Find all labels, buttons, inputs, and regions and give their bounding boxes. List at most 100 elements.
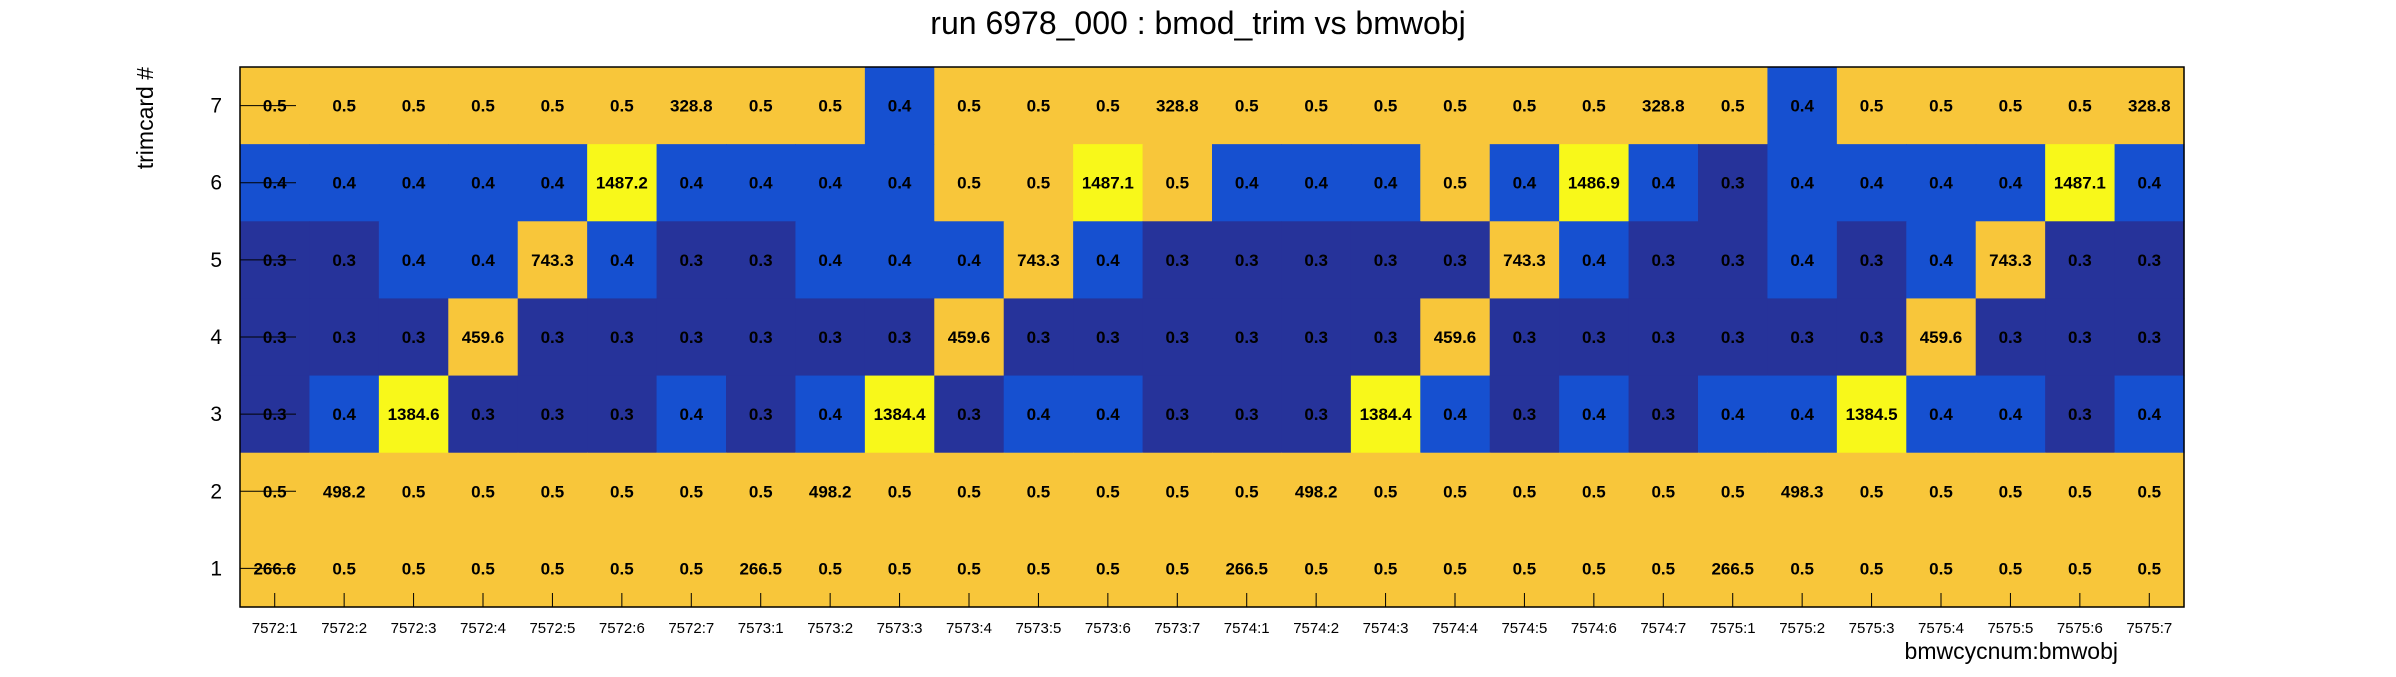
heatmap-cell <box>517 452 588 531</box>
heatmap-cell-label: 0.4 <box>1790 174 1814 193</box>
heatmap-cell-label: 0.5 <box>2068 97 2092 116</box>
heatmap-cell-label: 0.3 <box>1513 405 1537 424</box>
heatmap-cell-label: 0.3 <box>818 328 842 347</box>
x-tick-label: 7572:5 <box>529 620 575 637</box>
heatmap-cell <box>656 298 727 377</box>
heatmap-cell-label: 0.4 <box>818 405 842 424</box>
heatmap-cell <box>378 144 449 222</box>
x-tick-label: 7575:4 <box>1918 620 1964 637</box>
heatmap-cell <box>1559 144 1630 222</box>
heatmap-cell-label: 0.3 <box>749 251 773 270</box>
x-tick-label: 7575:1 <box>1710 620 1756 637</box>
heatmap-cell-label: 0.5 <box>818 559 842 578</box>
heatmap-cell <box>1281 221 1352 300</box>
heatmap-cell <box>795 221 866 300</box>
heatmap-cell <box>309 144 380 222</box>
heatmap-cell-label: 0.4 <box>610 251 634 270</box>
heatmap-cell-label: 459.6 <box>1434 328 1477 347</box>
heatmap-cell-label: 0.4 <box>1096 251 1120 270</box>
heatmap-cell <box>1975 375 2046 454</box>
x-tick-label: 7572:2 <box>321 620 367 637</box>
x-tick-label: 7572:6 <box>599 620 645 637</box>
heatmap-cell <box>1073 67 1144 145</box>
heatmap-cell <box>309 298 380 377</box>
heatmap-cell-label: 0.3 <box>1651 328 1675 347</box>
heatmap-cell <box>1281 452 1352 531</box>
heatmap-cells <box>240 67 2185 608</box>
heatmap-cell-label: 0.5 <box>2068 559 2092 578</box>
heatmap-cell-label: 743.3 <box>531 251 574 270</box>
heatmap-cell-label: 0.5 <box>541 482 565 501</box>
heatmap-cell <box>2045 221 2116 300</box>
heatmap-cell <box>448 221 519 300</box>
x-tick-label: 7573:3 <box>877 620 923 637</box>
heatmap-cell <box>1559 452 1630 531</box>
heatmap-cell-label: 0.5 <box>1999 482 2023 501</box>
heatmap-cell <box>1142 67 1213 145</box>
heatmap-cell-label: 498.2 <box>1295 482 1338 501</box>
heatmap-cell-label: 0.4 <box>749 174 773 193</box>
heatmap-cell <box>1975 452 2046 531</box>
heatmap-cell <box>864 452 935 531</box>
heatmap-cell-label: 0.5 <box>749 482 773 501</box>
heatmap-cell <box>1003 67 1074 145</box>
heatmap-cell <box>1281 67 1352 145</box>
heatmap-cell-label: 0.5 <box>1999 97 2023 116</box>
heatmap-cell-label: 0.3 <box>679 251 703 270</box>
heatmap-cell-label: 0.4 <box>888 97 912 116</box>
heatmap-cell-label: 0.5 <box>1027 174 1051 193</box>
heatmap-cell-label: 0.5 <box>1165 174 1189 193</box>
heatmap-cell-label: 0.4 <box>1443 405 1467 424</box>
heatmap-cell <box>795 375 866 454</box>
heatmap-cell-label: 0.5 <box>1027 97 1051 116</box>
heatmap-cell-label: 1487.2 <box>596 174 648 193</box>
heatmap-cell-label: 328.8 <box>1642 97 1685 116</box>
heatmap-cell-label: 0.3 <box>1443 251 1467 270</box>
heatmap-cell-label: 0.4 <box>957 251 981 270</box>
heatmap-cell-label: 0.4 <box>1929 251 1953 270</box>
heatmap-cell-label: 0.5 <box>957 174 981 193</box>
heatmap-cell <box>448 375 519 454</box>
heatmap-cell-label: 0.3 <box>2068 251 2092 270</box>
heatmap-cell <box>1350 298 1421 377</box>
x-tick-label: 7574:3 <box>1363 620 1409 637</box>
heatmap-cell <box>587 298 658 377</box>
heatmap-cell-label: 0.5 <box>1304 97 1328 116</box>
heatmap-cell <box>2045 298 2116 377</box>
heatmap-cell-label: 0.3 <box>1304 328 1328 347</box>
heatmap-cell <box>2114 144 2185 222</box>
heatmap-cell <box>2114 67 2185 145</box>
heatmap-cell-label: 0.4 <box>1929 174 1953 193</box>
heatmap-cell <box>1073 221 1144 300</box>
heatmap-cell-label: 0.4 <box>679 405 703 424</box>
heatmap-cell <box>1767 221 1838 300</box>
heatmap-cell <box>2114 298 2185 377</box>
x-tick-label: 7574:6 <box>1571 620 1617 637</box>
heatmap-cell <box>795 452 866 531</box>
y-tick-label: 1 <box>210 557 222 580</box>
heatmap-cell <box>1350 67 1421 145</box>
heatmap-cell <box>726 221 797 300</box>
heatmap-cell-label: 0.3 <box>1304 251 1328 270</box>
heatmap-cell-label: 0.4 <box>1860 174 1884 193</box>
heatmap-cell <box>934 144 1005 222</box>
heatmap-cell <box>726 375 797 454</box>
heatmap-cell <box>726 67 797 145</box>
heatmap-cell-label: 0.5 <box>1443 559 1467 578</box>
y-tick-label: 5 <box>210 249 222 272</box>
x-tick-label: 7572:3 <box>391 620 437 637</box>
heatmap-cell-label: 0.5 <box>541 559 565 578</box>
heatmap-cell-label: 0.3 <box>1027 328 1051 347</box>
heatmap-cell-label: 0.5 <box>1443 97 1467 116</box>
heatmap-cell-label: 0.4 <box>332 174 356 193</box>
heatmap-cell-label: 0.5 <box>471 559 495 578</box>
heatmap-cell-label: 266.5 <box>739 559 782 578</box>
heatmap-cell <box>934 298 1005 377</box>
heatmap-cell-label: 0.3 <box>1096 328 1120 347</box>
heatmap-cell <box>378 298 449 377</box>
y-axis-ticks: 7 6 5 4 3 2 1 <box>210 95 296 580</box>
x-tick-label: 7573:7 <box>1154 620 1200 637</box>
heatmap-cell-label: 0.5 <box>1929 482 1953 501</box>
heatmap-cell-label: 0.3 <box>1721 174 1745 193</box>
heatmap-cell <box>1003 144 1074 222</box>
